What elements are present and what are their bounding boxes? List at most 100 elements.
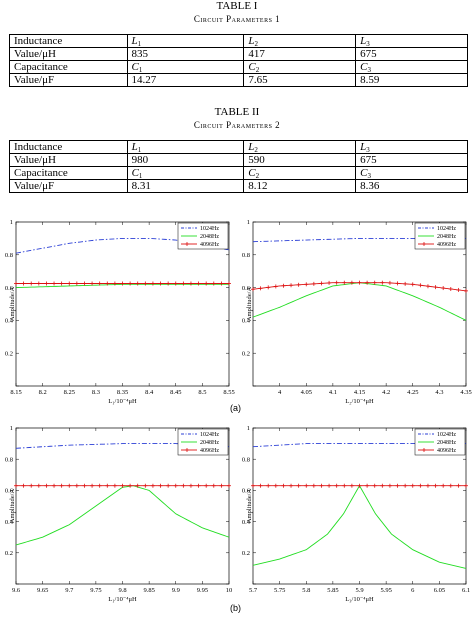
- series-marker: [251, 287, 255, 292]
- series-marker: [36, 281, 41, 286]
- table-cell: L2: [243, 140, 357, 154]
- legend-label: 1024Hz: [437, 432, 456, 438]
- series-marker: [36, 483, 41, 488]
- series-marker: [166, 483, 171, 488]
- cell-text: L: [248, 141, 255, 153]
- x-tick-label: 4.2: [382, 389, 390, 396]
- x-tick-label: 9.7: [65, 587, 74, 594]
- series-marker: [266, 483, 271, 488]
- y-tick-label: 0.2: [5, 350, 13, 357]
- series-marker: [211, 281, 216, 286]
- y-tick-label: 0.2: [5, 550, 13, 557]
- series-marker: [166, 281, 171, 286]
- table1-caption: TABLE I: [216, 0, 258, 12]
- series-marker: [410, 282, 415, 287]
- series-marker: [418, 283, 423, 288]
- table-cell: 8.59: [355, 73, 468, 87]
- table-row: Value/μH 835 417 675: [9, 47, 468, 61]
- series-marker: [448, 483, 453, 488]
- cell-text: Value/μF: [14, 74, 55, 86]
- x-axis-label: L₃/10⁻⁴μH: [345, 596, 374, 603]
- series-marker: [289, 283, 294, 288]
- series-marker: [128, 281, 133, 286]
- cell-subscript: 2: [255, 172, 260, 180]
- series-marker: [395, 483, 400, 488]
- series-marker: [150, 281, 155, 286]
- series-marker: [327, 483, 332, 488]
- series-marker: [74, 281, 79, 286]
- y-axis-label: Amplitude/A: [246, 287, 253, 322]
- series-marker: [395, 281, 400, 286]
- series-marker: [258, 286, 263, 291]
- series-marker: [97, 281, 102, 286]
- table-cell: L2: [243, 34, 357, 48]
- table-cell: Inductance: [9, 140, 128, 154]
- series-marker: [112, 281, 117, 286]
- table-cell: C2: [243, 60, 357, 74]
- table-cell: 8.36: [355, 179, 468, 193]
- x-tick-label: 5.8: [302, 587, 310, 594]
- series-marker: [90, 483, 95, 488]
- x-tick-label: 9.9: [172, 587, 180, 594]
- x-tick-label: 8.55: [223, 389, 234, 396]
- cell-subscript: 1: [137, 40, 142, 48]
- series-marker: [372, 280, 377, 285]
- series-marker: [296, 282, 301, 287]
- series-marker: [464, 483, 468, 488]
- cell-text: 8.12: [248, 180, 268, 192]
- series-marker: [158, 483, 163, 488]
- series-marker: [448, 287, 453, 292]
- y-tick-label: 0.8: [5, 456, 13, 463]
- series-marker: [403, 483, 408, 488]
- table-cell: 590: [243, 153, 357, 167]
- series-marker: [311, 483, 316, 488]
- series-marker: [21, 483, 26, 488]
- cell-subscript: 3: [366, 146, 370, 154]
- table-cell: 675: [355, 153, 468, 167]
- series-marker: [90, 281, 95, 286]
- y-tick-label: 1: [10, 425, 13, 432]
- table-cell: Value/μF: [9, 179, 128, 193]
- series-marker: [120, 483, 125, 488]
- series-marker: [319, 281, 324, 286]
- series-marker: [304, 282, 309, 287]
- cell-subscript: 1: [138, 66, 143, 74]
- table-cell: C3: [355, 60, 468, 74]
- x-tick-label: 4.1: [329, 389, 337, 396]
- series-marker: [273, 483, 278, 488]
- series-marker: [105, 281, 110, 286]
- cell-subscript: 3: [367, 66, 372, 74]
- series-marker: [410, 483, 415, 488]
- series-marker: [204, 483, 209, 488]
- series-line-1024Hz: [252, 443, 466, 448]
- cell-text: 417: [248, 48, 265, 60]
- series-marker: [296, 483, 301, 488]
- table-cell: 835: [126, 47, 245, 61]
- series-marker: [304, 483, 309, 488]
- x-tick-label: 5.85: [327, 587, 338, 594]
- cell-text: Capacitance: [14, 167, 68, 179]
- legend: 1024Hz 2048Hz 4096Hz: [177, 222, 229, 250]
- table2: Inductance L1 L2 L3 Value/μH 980 590 675 Capacit…: [9, 140, 468, 193]
- x-tick-label: 8.15: [10, 389, 21, 396]
- series-marker: [281, 483, 286, 488]
- series-marker: [334, 483, 339, 488]
- figure-label-a: (a): [230, 403, 241, 413]
- table-cell: C3: [355, 166, 468, 180]
- series-marker: [120, 281, 125, 286]
- cell-text: 835: [131, 48, 149, 60]
- legend: 1024Hz 2048Hz 4096Hz: [177, 428, 229, 456]
- cell-text: Inductance: [14, 141, 63, 153]
- series-marker: [258, 483, 263, 488]
- series-marker: [29, 483, 34, 488]
- x-tick-label: 8.5: [198, 389, 206, 396]
- y-tick-label: 0.6: [242, 488, 251, 495]
- x-tick-label: 6.05: [434, 587, 445, 594]
- series-marker: [59, 281, 64, 286]
- table-cell: 8.31: [126, 179, 245, 193]
- series-marker: [433, 285, 438, 290]
- series-marker: [181, 281, 186, 286]
- series-marker: [227, 281, 231, 286]
- series-marker: [52, 281, 57, 286]
- series-marker: [105, 483, 110, 488]
